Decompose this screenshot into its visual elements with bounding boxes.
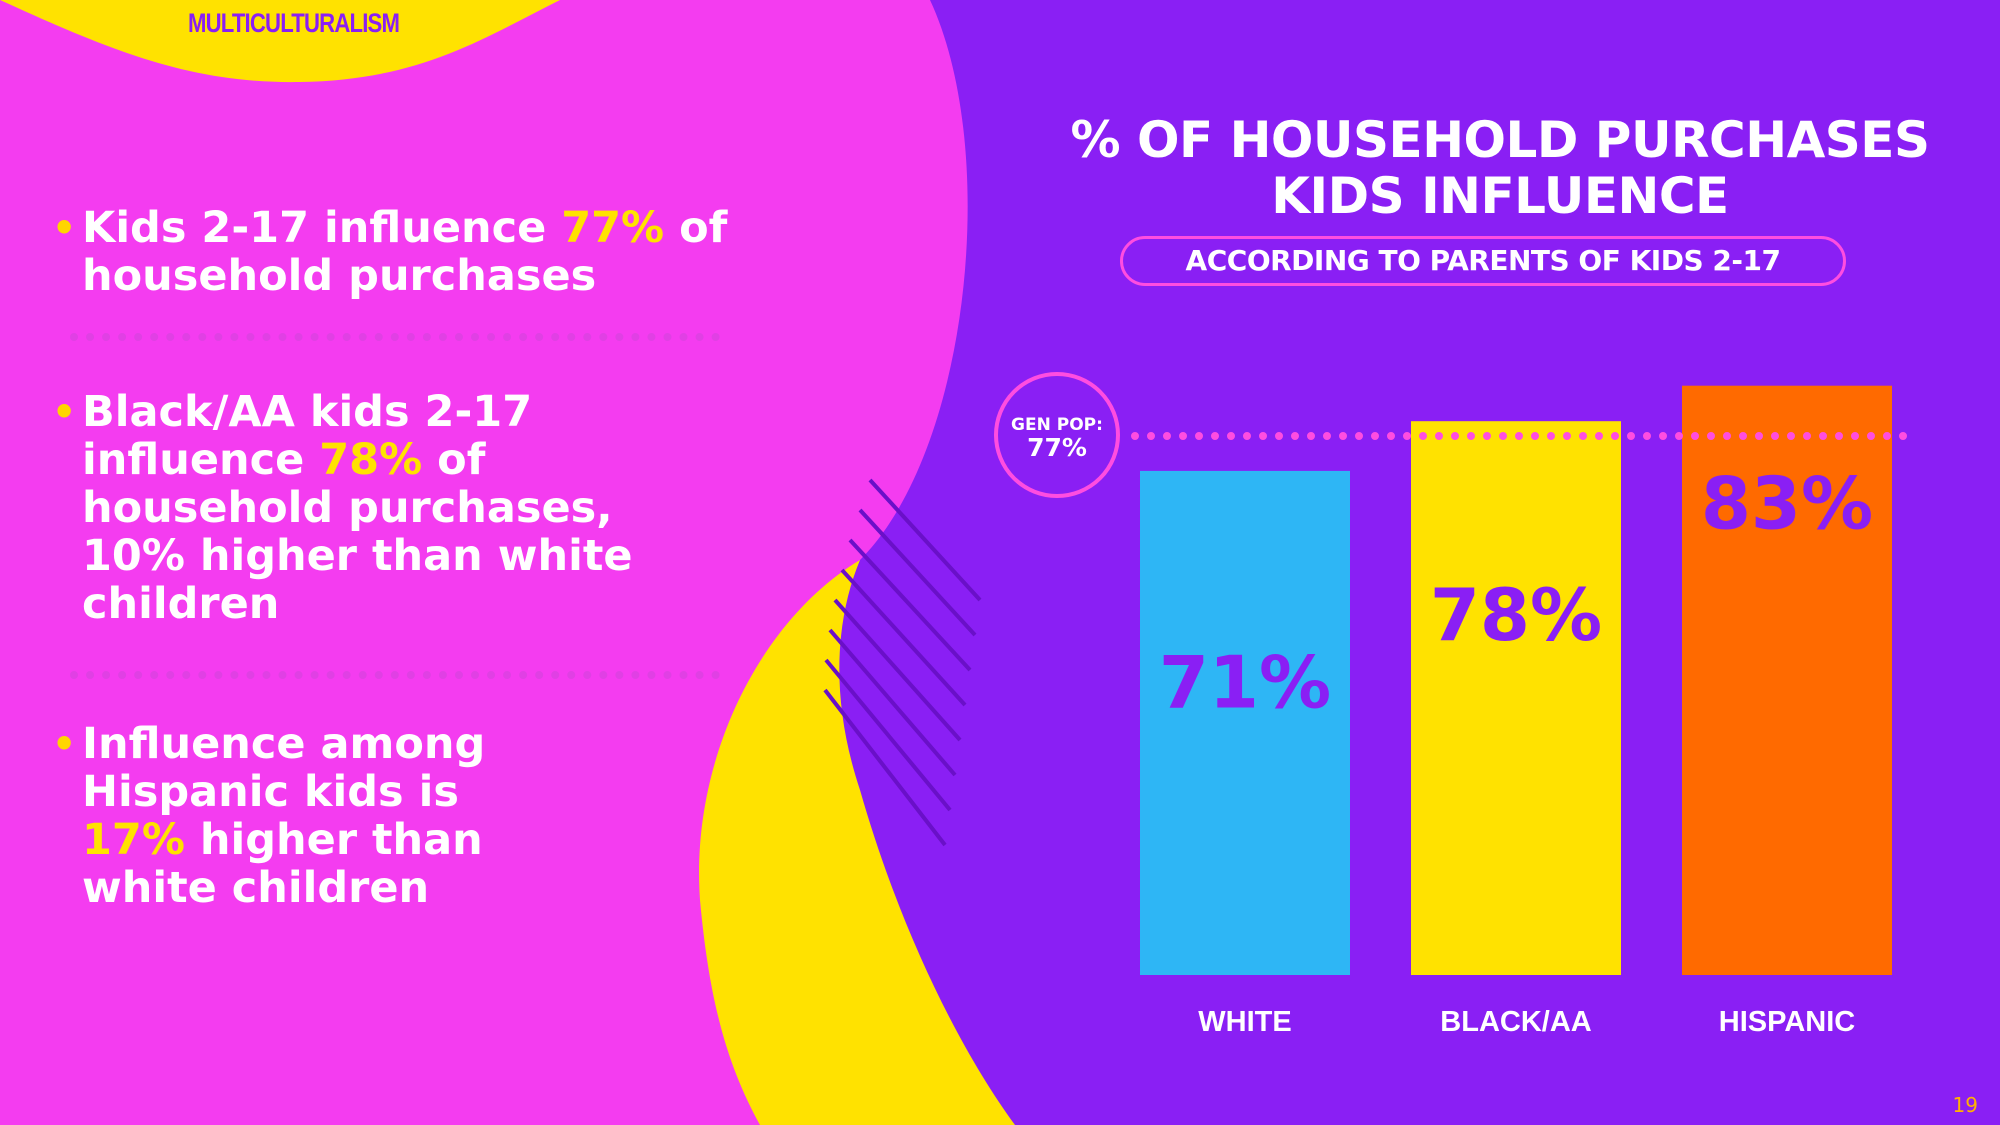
yellow-wave-top: [0, 0, 560, 83]
bullet-highlight: 77%: [561, 203, 665, 253]
bullet-dot-icon: •: [52, 390, 77, 434]
bar-value-label: 71%: [1159, 641, 1331, 725]
bullet-text: Kids 2-17 influence: [82, 203, 562, 253]
gen-pop-value: 77%: [1027, 433, 1087, 462]
bullet-text: Influence among Hispanic kids is: [82, 719, 486, 817]
bullet-item: • Kids 2-17 influence 77% of household p…: [52, 204, 762, 300]
section-tag: MULTICULTURALISM: [188, 8, 400, 38]
diagonal-stripes: [823, 478, 982, 847]
chart-subtitle: ACCORDING TO PARENTS OF KIDS 2-17: [1120, 236, 1846, 286]
bullet-text: Black/AA kids 2-17 influence: [82, 387, 533, 485]
bar-blackaa: [1411, 421, 1621, 975]
bar-value-label: 78%: [1430, 573, 1602, 657]
category-label: WHITE: [1198, 1006, 1291, 1038]
bullet-text: higher than white children: [82, 815, 483, 913]
bullet-text: of household purchases: [82, 203, 728, 301]
gen-pop-label: GEN POP:: [1011, 415, 1103, 435]
bullet-item: • Influence among Hispanic kids is 17% h…: [52, 720, 532, 912]
category-label: BLACK/AA: [1440, 1006, 1591, 1038]
chart-title: % OF HOUSEHOLD PURCHASES KIDS INFLUENCE: [1070, 111, 1930, 225]
bullet-highlight: 17%: [82, 815, 185, 865]
bullet-highlight: 78%: [319, 435, 423, 485]
yellow-wave-bottom: [699, 560, 1015, 1125]
gen-pop-badge: GEN POP: 77%: [994, 372, 1120, 498]
bar-hispanic: [1682, 385, 1892, 975]
bar-white: [1140, 470, 1350, 975]
category-label: HISPANIC: [1719, 1006, 1855, 1038]
dotted-divider: [70, 333, 720, 341]
dotted-divider: [70, 671, 720, 679]
bullet-dot-icon: •: [52, 722, 77, 766]
bar-value-label: 83%: [1701, 462, 1873, 546]
bullet-text: of household purchases, 10% higher than …: [82, 435, 633, 629]
page-number: 19: [1952, 1093, 1978, 1117]
bullet-item: • Black/AA kids 2-17 influence 78% of ho…: [52, 388, 702, 628]
bullet-dot-icon: •: [52, 206, 77, 250]
